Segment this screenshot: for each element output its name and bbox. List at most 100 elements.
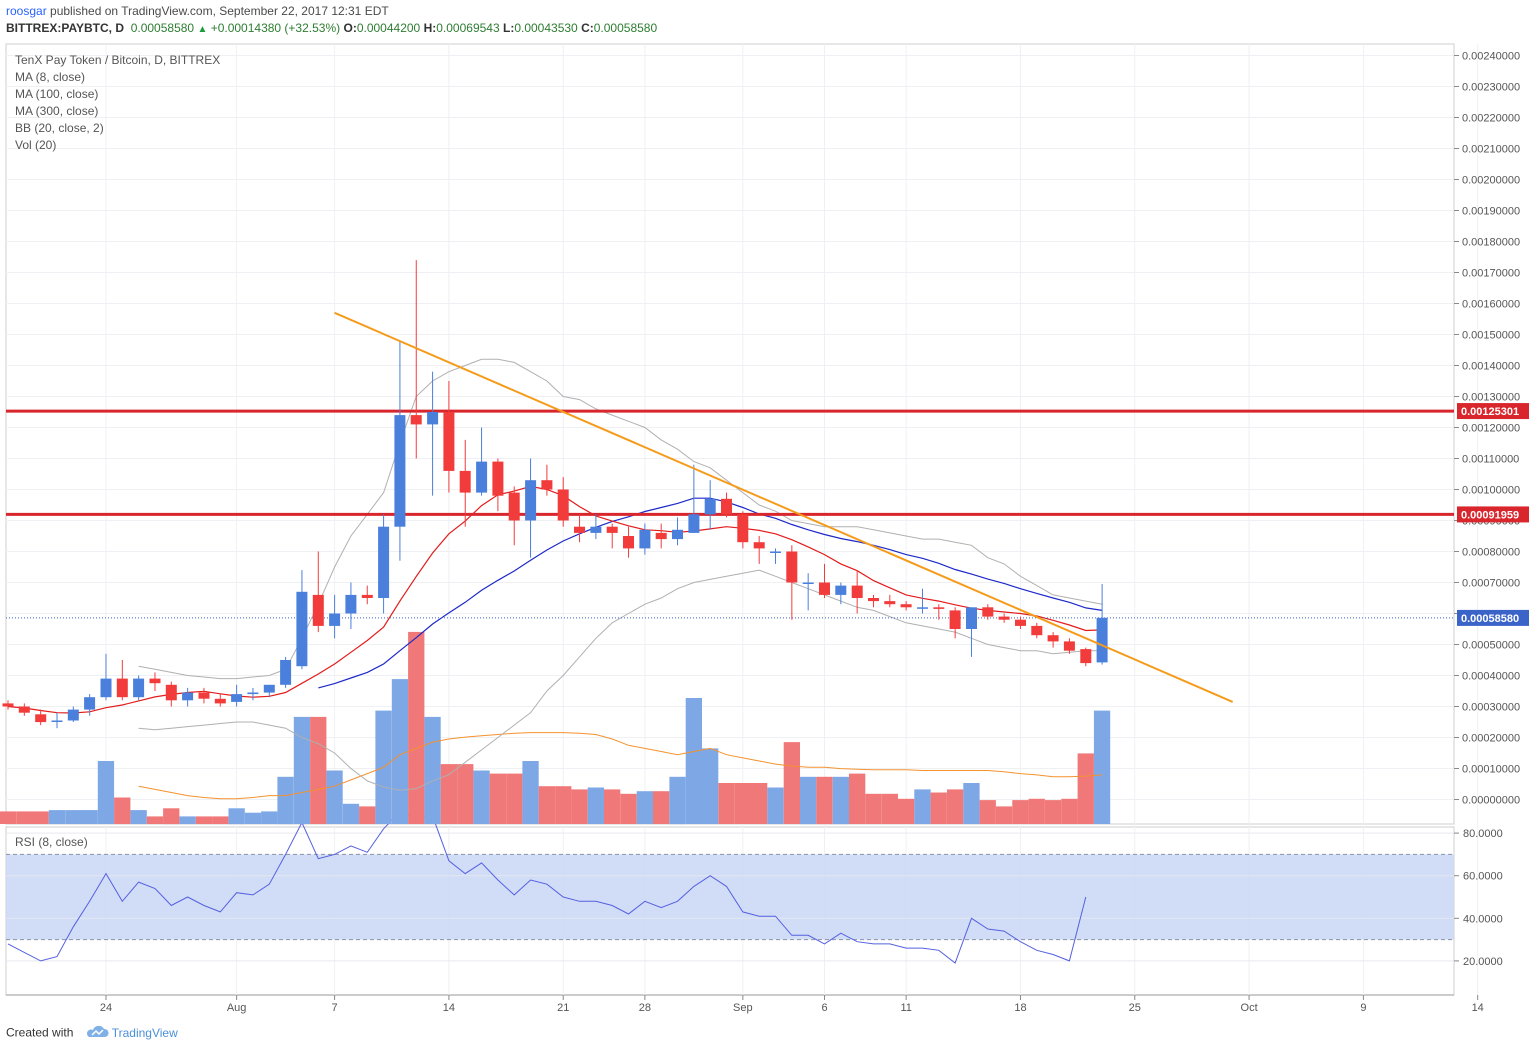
volume-bar	[32, 811, 49, 824]
candle-body	[623, 536, 634, 549]
candle-body	[998, 616, 1010, 620]
volume-bar	[522, 761, 539, 824]
volume-bar	[620, 793, 637, 824]
volume-bar	[326, 770, 343, 824]
change-value: +0.00014380 (+32.53%)	[210, 21, 341, 35]
high-label: H:	[423, 21, 437, 35]
chart-header: roosgar published on TradingView.com, Se…	[6, 3, 657, 38]
candle-body	[1063, 641, 1075, 651]
legend-rsi[interactable]: RSI (8, close)	[15, 835, 88, 849]
y-tick-label: 0.00000000	[1462, 795, 1520, 807]
volume-bar	[212, 816, 229, 824]
volume-bar	[636, 791, 653, 824]
volume-bar	[914, 789, 931, 824]
candle-body	[67, 709, 79, 721]
y-tick-label: 0.00110000	[1462, 454, 1519, 466]
volume-bar	[130, 810, 147, 824]
last-price: 0.00058580	[130, 21, 195, 35]
candle-body	[574, 526, 585, 533]
volume-bar	[440, 764, 457, 824]
candle-body	[786, 551, 798, 583]
brand-link[interactable]: TradingView	[111, 1025, 178, 1040]
candle-body	[100, 678, 112, 698]
level-price-tag[interactable]	[1457, 403, 1529, 420]
candle-body	[182, 692, 194, 701]
y-tick-label: 0.00050000	[1462, 640, 1520, 652]
cloud-logo-icon	[85, 1025, 109, 1042]
volume-bar	[97, 761, 115, 824]
volume-bar	[244, 812, 262, 824]
volume-bar	[702, 748, 719, 824]
candle-body	[427, 412, 439, 425]
volume-bar	[816, 776, 833, 825]
rsi-tick-label: 20.0000	[1463, 956, 1503, 968]
volume-bar	[734, 783, 751, 824]
volume-bar	[979, 800, 996, 824]
candle-body	[737, 514, 749, 543]
last-price-tag[interactable]	[1457, 609, 1529, 626]
candle-body	[557, 489, 569, 521]
publish-line: roosgar published on TradingView.com, Se…	[6, 3, 657, 20]
volume-bar	[1061, 798, 1078, 824]
candle-body	[263, 684, 275, 693]
rsi-line	[7, 811, 1087, 964]
legend-ma300[interactable]: MA (300, close)	[15, 104, 98, 118]
volume-bar	[996, 806, 1013, 824]
candle-body	[280, 660, 292, 685]
candle-body	[508, 492, 520, 521]
legend-ma100[interactable]: MA (100, close)	[15, 87, 98, 101]
x-tick-label: 24	[100, 1002, 112, 1014]
trendline-group[interactable]	[334, 311, 1234, 703]
volume-bar	[342, 803, 360, 824]
volume-bar	[783, 742, 800, 824]
volume-bar	[261, 811, 278, 824]
candle-body	[459, 470, 471, 493]
descending-trendline[interactable]	[334, 311, 1234, 703]
bb-lower-line	[138, 569, 1103, 791]
candle-body	[214, 698, 226, 704]
legend-vol[interactable]: Vol (20)	[15, 138, 56, 152]
candle-body	[525, 480, 537, 521]
candle-body	[606, 526, 618, 533]
volume-bar	[751, 783, 768, 824]
x-tick-label: 7	[332, 1002, 338, 1014]
candle-body	[231, 694, 243, 702]
candle-body	[819, 582, 830, 595]
candle-body	[639, 529, 651, 549]
ohlc-line: BITTREX:PAYBTC, D 0.00058580 ▲ +0.000143…	[6, 20, 657, 38]
volume-bar	[65, 810, 82, 824]
level-price-label: 0.00125301	[1461, 406, 1519, 418]
level-price-tag[interactable]	[1457, 506, 1529, 523]
volume-bar	[359, 806, 376, 824]
y-tick-label: 0.00190000	[1462, 206, 1520, 218]
rsi-axis: 80.0000 60.0000 40.0000 20.0000	[1454, 828, 1503, 968]
x-tick-label: 28	[639, 1002, 651, 1014]
time-axis[interactable]: 24 Aug 7 14 21 28 Sep 6 11 18 25 Oct 9 14	[100, 995, 1484, 1014]
legend-bb[interactable]: BB (20, close, 2)	[15, 121, 104, 135]
y-tick-label: 0.00140000	[1462, 361, 1520, 373]
candle-body	[361, 594, 373, 598]
x-tick-label: Sep	[733, 1002, 753, 1014]
candle-body	[688, 514, 700, 533]
candle-body	[1015, 619, 1026, 626]
x-tick-label: 9	[1360, 1002, 1366, 1014]
candle-body	[410, 415, 422, 425]
price-axis[interactable]: 0.00240000 0.00230000 0.00220000 0.00210000…	[1454, 51, 1529, 807]
y-tick-label: 0.00230000	[1462, 82, 1520, 94]
volume-bar	[849, 773, 866, 824]
legend-ma8[interactable]: MA (8, close)	[15, 70, 85, 84]
author-link[interactable]: roosgar	[6, 4, 47, 18]
y-tick-label: 0.00120000	[1462, 423, 1520, 435]
low-value: 0.00043530	[514, 21, 578, 35]
volume-bar	[506, 773, 523, 824]
volume-bar	[832, 776, 849, 825]
volume-bar	[538, 786, 555, 824]
volume-bar	[114, 797, 131, 824]
candle-body	[590, 526, 602, 533]
volume-bar	[963, 783, 980, 824]
horizontal-levels[interactable]	[6, 409, 1454, 619]
candle-body	[18, 706, 30, 713]
published-text: published on TradingView.com, September …	[50, 4, 389, 18]
candle-body	[704, 498, 716, 515]
